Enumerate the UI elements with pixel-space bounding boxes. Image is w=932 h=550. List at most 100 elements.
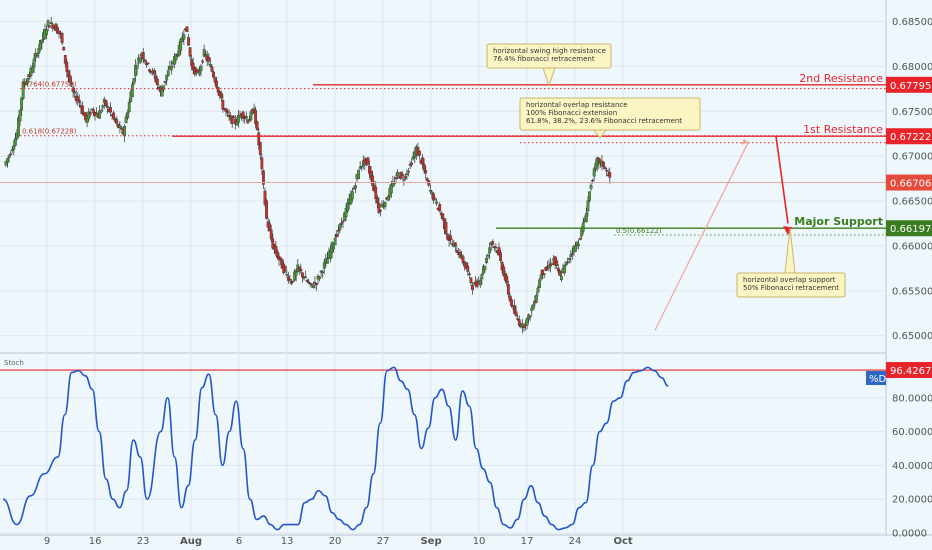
candle-body [494,246,498,249]
candle-body [550,263,554,266]
candle-body [602,161,605,168]
annotation-text: horizontal overlap support [743,276,836,284]
candle-body [586,200,590,212]
candle-body [591,180,595,182]
candle-body [578,238,582,240]
candle-body [574,245,577,252]
candle-body [123,126,126,137]
candle-body [422,163,426,171]
candle-body [246,119,250,124]
candle-body [60,33,64,44]
candle-body [165,74,169,81]
candle-body [433,197,437,200]
candle-body [522,326,526,329]
candle-body [425,178,429,182]
projection-down-line [775,136,789,224]
candle-body [560,276,563,280]
candle-body [98,110,102,119]
candle-body [262,170,265,185]
candle-body [31,67,34,73]
candle-body [453,242,457,246]
candle-body [46,20,50,27]
candle-body [577,244,580,246]
candle-body [294,269,298,276]
candle-body [325,257,329,264]
candle-body [315,283,318,286]
candle-body [130,84,134,98]
candle-body [435,201,438,204]
candle-body [555,260,559,266]
candle-body [257,132,261,146]
candle-body [7,155,11,158]
candle-body [198,71,201,75]
candle-body [525,318,529,326]
candle-body [221,100,225,110]
stoch-tick-label: 40.0000 [892,461,932,472]
candle-body [538,279,541,288]
candle-body [379,209,382,212]
candle-body [469,277,473,284]
candle-body [335,233,339,238]
candle-body [21,81,25,99]
candle-body [26,78,30,84]
candle-body [208,64,212,67]
candle-body [383,201,387,207]
level-label: 1st Resistance [803,123,883,136]
candle-body [313,282,317,284]
x-tick-label: Aug [180,536,202,547]
candle-body [48,25,52,28]
candle-body [230,115,234,125]
candle-body [338,224,342,231]
candle-body [377,203,381,213]
candle-body [421,157,424,165]
candle-body [455,250,459,253]
candle-body [188,47,192,57]
candle-body [226,110,229,114]
candle-body [163,80,167,83]
candle-body [65,62,69,72]
candle-body [13,138,17,146]
candle-body [403,176,407,179]
candle-body [466,265,470,272]
candle-body [461,256,465,264]
candle-body [471,285,474,290]
price-tick-label: 0.66000 [892,241,932,252]
level-price-box [886,220,932,237]
candle-body [201,60,204,63]
candle-body [542,273,546,275]
candle-body [20,97,24,111]
candle-body [346,202,350,212]
x-tick-label: 17 [521,536,534,547]
candle-body [536,287,540,293]
projection-up-line [654,142,749,331]
candle-body [321,271,325,273]
candle-body [141,52,145,60]
x-tick-label: 20 [329,536,342,547]
candle-body [182,34,186,40]
candle-body [424,170,428,174]
annotation-box [519,97,701,131]
candle-body [215,80,219,88]
annotation-text: 61.8%, 38.2%, 23.6% Fibonacci retracemen… [526,117,682,125]
candle-body [446,234,449,240]
annotation-text: horizontal swing high resistance [493,47,606,55]
candle-body [608,171,612,178]
candle-body [227,114,231,117]
price-tick-label: 0.65500 [892,286,932,297]
candle-body [396,172,399,177]
candle-body [101,105,105,108]
candle-body [374,186,378,199]
candle-body [12,145,16,150]
candle-body [6,158,9,163]
candle-body [155,78,159,86]
x-tick-label: 24 [569,536,582,547]
price-tick-label: 0.66500 [892,197,932,208]
fib-label: 0.764(0.67752) [22,81,77,89]
stoch-tick-label: 80.0000 [892,393,932,404]
candle-body [104,99,108,106]
candle-body [394,177,398,179]
candle-body [88,112,92,115]
